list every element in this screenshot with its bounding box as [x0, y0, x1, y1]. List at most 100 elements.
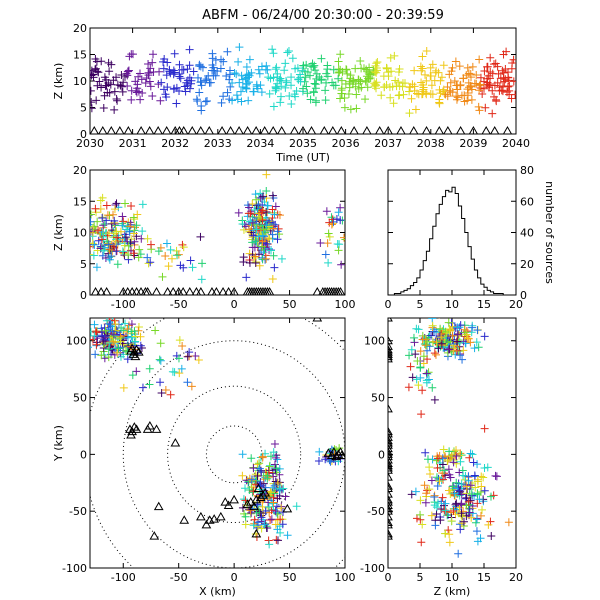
source-marker [352, 104, 361, 113]
source-marker [90, 254, 94, 256]
source-marker [121, 72, 130, 81]
source-marker [110, 216, 119, 225]
source-marker [230, 69, 239, 78]
source-marker [100, 91, 109, 100]
station-marker [388, 472, 393, 481]
source-marker [127, 95, 136, 104]
source-marker [452, 452, 461, 461]
station-marker [211, 286, 221, 295]
source-marker [90, 251, 98, 260]
source-marker [427, 476, 436, 485]
station-marker [163, 286, 173, 295]
x-tick-label: 2033 [204, 137, 232, 150]
source-marker [271, 453, 280, 462]
source-marker [323, 239, 332, 248]
y-tick-label: -50 [69, 505, 87, 518]
source-marker [92, 96, 101, 105]
station-marker [209, 514, 220, 523]
source-marker [420, 481, 429, 490]
source-marker [273, 536, 282, 545]
source-marker [134, 322, 143, 331]
source-marker [351, 64, 360, 73]
station-marker [224, 286, 234, 295]
station-marker [388, 351, 393, 361]
station-marker [388, 349, 393, 358]
source-marker [456, 487, 465, 496]
source-marker [110, 205, 119, 214]
source-marker [459, 74, 468, 83]
station-marker [388, 341, 393, 350]
source-marker [136, 95, 145, 104]
station-marker [383, 125, 393, 134]
source-marker [480, 67, 489, 76]
source-marker [446, 78, 455, 87]
source-marker [175, 369, 184, 378]
source-marker [463, 85, 472, 94]
source-marker [406, 362, 415, 371]
source-marker [345, 217, 353, 225]
source-marker [394, 91, 403, 100]
source-marker [156, 339, 165, 348]
source-marker [112, 94, 121, 103]
source-marker [183, 378, 192, 387]
source-marker [75, 214, 83, 222]
source-marker [198, 259, 207, 268]
source-marker [464, 497, 473, 506]
station-marker [131, 424, 142, 433]
source-marker [99, 246, 108, 255]
y-tick-label: 40 [520, 227, 534, 240]
source-marker [144, 69, 153, 78]
source-marker [414, 325, 423, 334]
source-marker [437, 497, 446, 506]
x-tick-label: 2039 [459, 137, 487, 150]
source-marker [468, 62, 477, 71]
source-marker [129, 318, 131, 320]
source-marker [431, 350, 440, 359]
source-marker [416, 62, 425, 71]
source-marker [432, 503, 441, 512]
marks [90, 318, 345, 568]
source-marker [428, 318, 437, 323]
source-marker [90, 335, 97, 344]
x-tick-label: 2030 [76, 137, 104, 150]
source-marker [92, 57, 101, 66]
source-marker [385, 83, 394, 92]
source-marker [170, 84, 179, 93]
source-marker [183, 352, 192, 361]
source-marker [219, 92, 228, 101]
source-marker [258, 216, 267, 225]
source-marker [281, 492, 290, 501]
source-marker [281, 59, 290, 68]
y-tick-label: 10 [73, 75, 87, 88]
source-marker [117, 71, 126, 80]
source-marker [263, 65, 272, 74]
source-marker [321, 96, 330, 105]
source-marker [107, 320, 116, 329]
source-marker [90, 239, 97, 248]
station-marker [502, 125, 513, 134]
station-marker [260, 487, 271, 497]
station-marker [282, 503, 293, 513]
source-marker [233, 95, 242, 104]
station-marker [319, 125, 329, 134]
source-marker [101, 81, 110, 90]
source-marker [449, 507, 458, 516]
station-marker [388, 335, 393, 345]
source-marker [431, 68, 440, 77]
source-marker [113, 348, 122, 357]
source-marker [277, 254, 286, 263]
source-marker [263, 216, 272, 225]
station-marker [218, 286, 228, 295]
source-marker [250, 243, 259, 252]
source-marker [135, 245, 144, 254]
source-marker [301, 73, 310, 82]
source-marker [475, 495, 484, 504]
source-marker [276, 515, 285, 524]
x-tick-label: 20 [509, 298, 523, 311]
source-marker [172, 99, 181, 108]
source-marker [118, 212, 127, 221]
station-marker [243, 125, 253, 134]
source-marker [435, 477, 444, 486]
source-marker [470, 344, 479, 353]
source-marker [446, 473, 455, 482]
